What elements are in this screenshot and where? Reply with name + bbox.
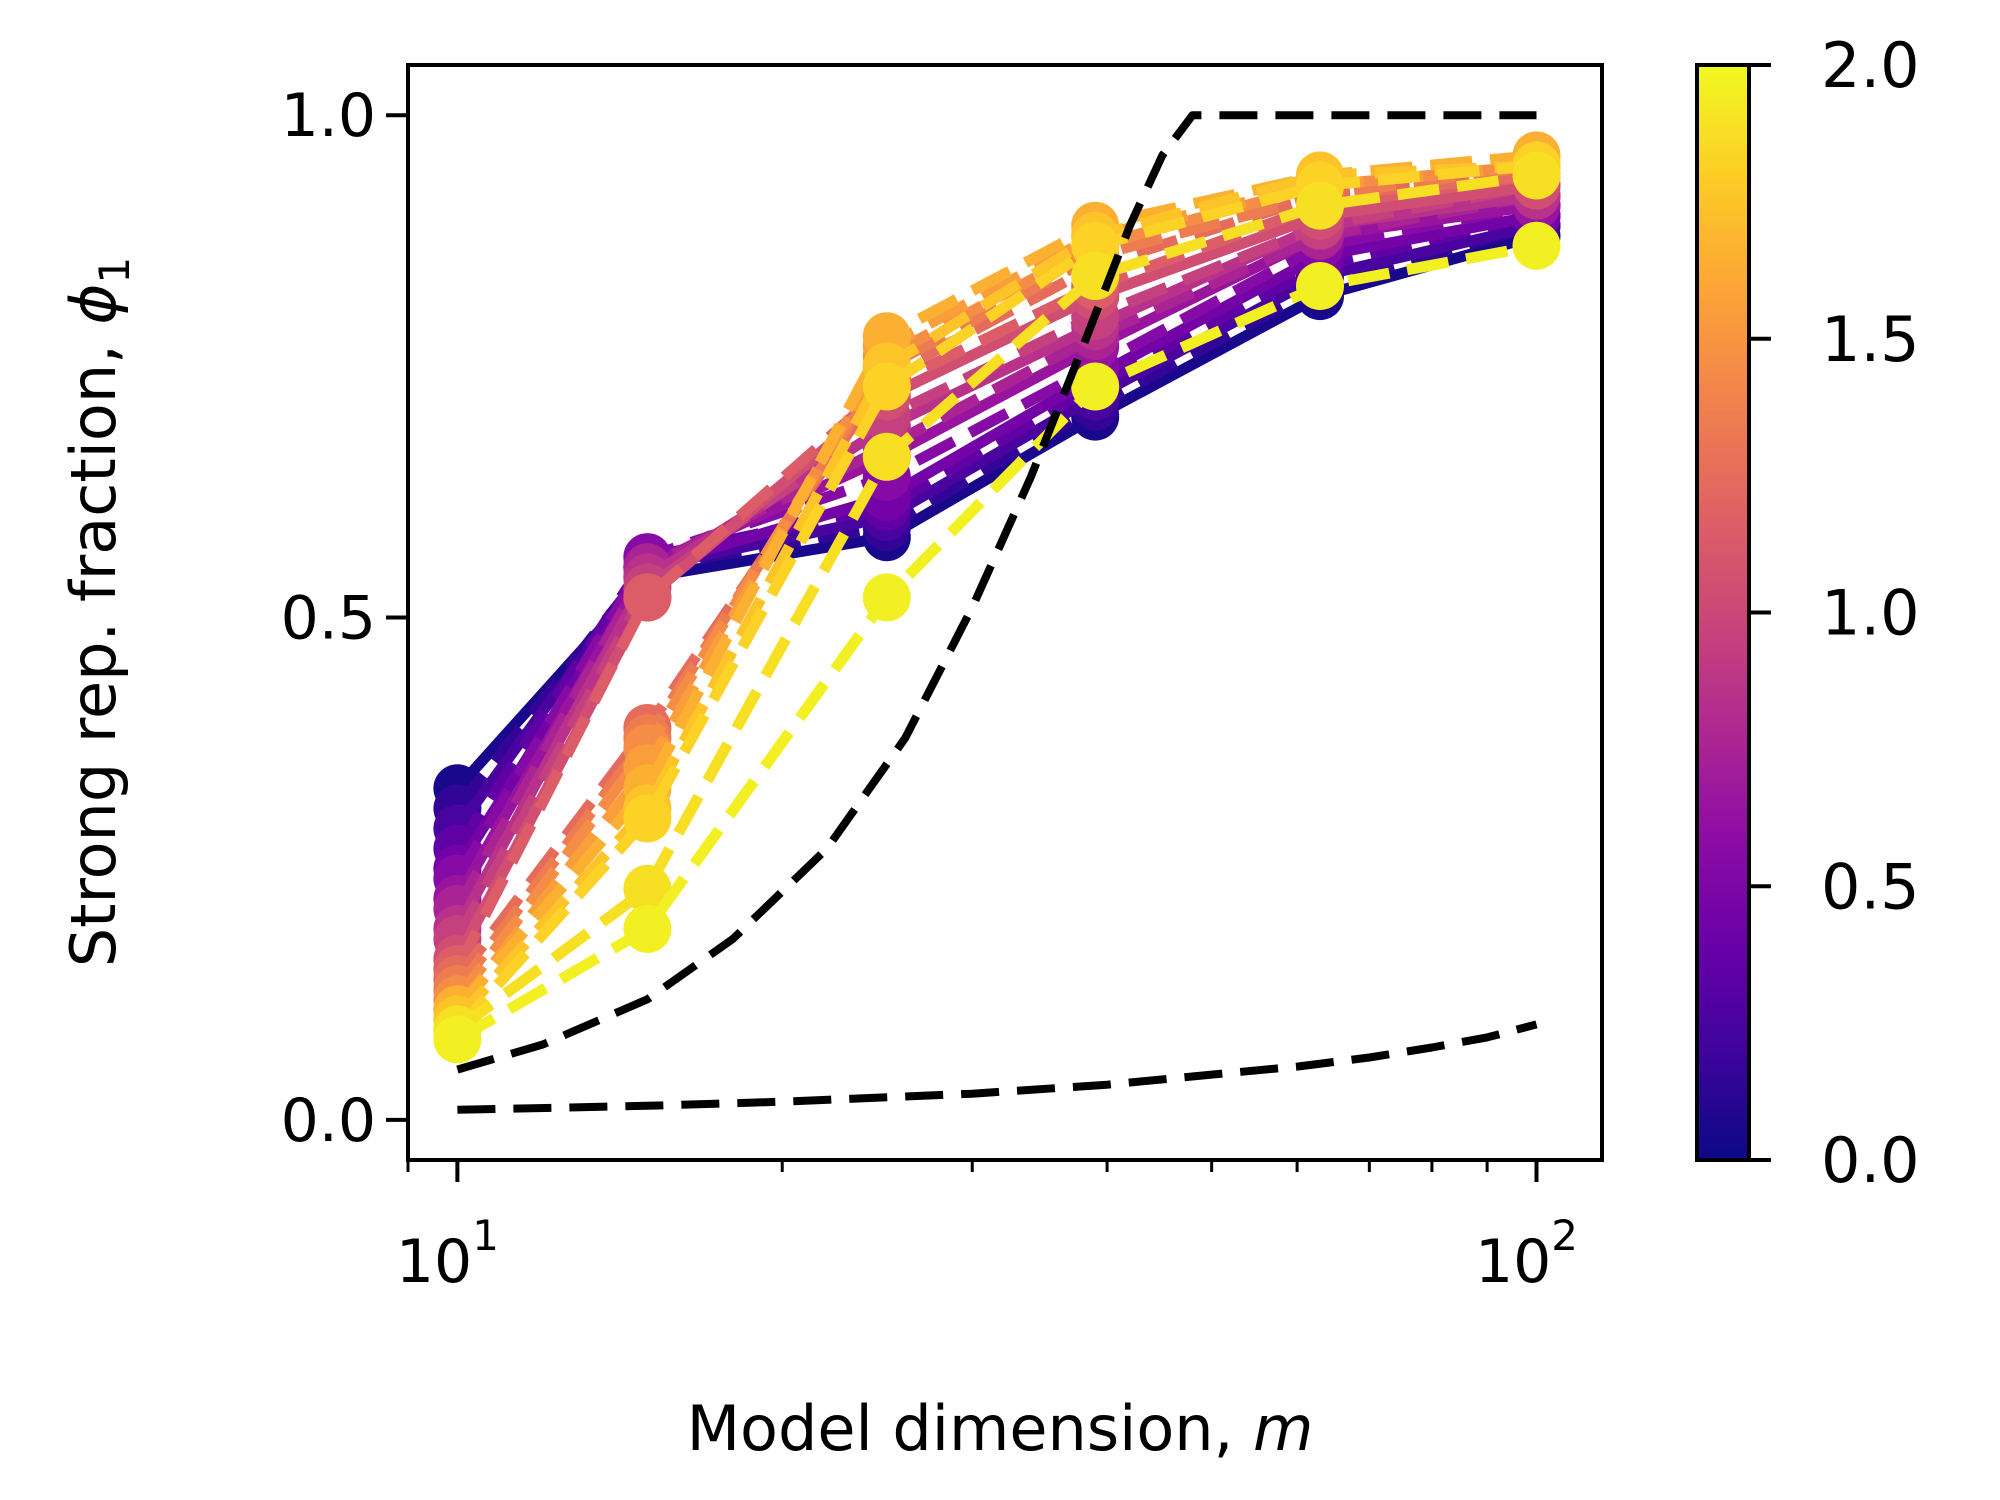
series-layer	[433, 131, 1561, 1064]
plot-frame	[406, 63, 1604, 1162]
reference-curve-1	[457, 1020, 1538, 1114]
x-axis-label-text: Model dimension,	[687, 1392, 1253, 1465]
data-point	[623, 573, 672, 622]
y-axis-label: Strong rep. fraction, ϕ1	[57, 257, 139, 967]
series-20	[433, 221, 1561, 1064]
colorbar-ticks: 0.0 0.5 1.0 1.5 2.0	[1749, 29, 1920, 1197]
colorbar-tick-label: 1.5	[1821, 303, 1920, 376]
series-line	[454, 170, 1538, 1034]
data-point	[1296, 181, 1344, 230]
y-axis-label-text: Strong rep. fraction,	[57, 324, 130, 967]
colorbar	[1695, 63, 1751, 1162]
x-axis-ticks: 101 102	[396, 1160, 1578, 1297]
data-point	[1296, 262, 1344, 310]
y-axis-ticks: 0.0 0.5 1.0	[281, 81, 408, 1156]
series-line	[452, 170, 1538, 972]
series-line	[452, 200, 1538, 882]
y-tick-label: 0.0	[281, 1086, 376, 1156]
x-axis-label: Model dimension, m	[687, 1392, 1314, 1465]
series-19	[433, 151, 1561, 1054]
colorbar-tick-label: 1.0	[1821, 577, 1920, 650]
series-line	[452, 190, 1538, 912]
data-point	[862, 432, 911, 481]
data-point	[1512, 221, 1561, 270]
y-axis-label-variable: ϕ	[57, 284, 130, 325]
y-axis-label-subscript: 1	[90, 257, 139, 284]
series-line	[453, 149, 1538, 1013]
data-point	[623, 794, 672, 843]
y-tick-label: 0.5	[281, 584, 376, 654]
y-tick-label: 1.0	[281, 81, 376, 151]
series-line	[452, 180, 1538, 962]
data-point	[862, 573, 911, 622]
x-tick-label: 102	[1475, 1211, 1578, 1297]
x-axis-label-variable: m	[1253, 1392, 1313, 1465]
series-line	[454, 240, 1538, 1045]
series-line	[453, 160, 1537, 1024]
data-point	[433, 1015, 482, 1064]
data-point	[862, 362, 911, 411]
colorbar-tick-label: 2.0	[1821, 29, 1920, 102]
reference-curve-0	[456, 111, 1537, 1074]
data-point	[1071, 362, 1120, 411]
colorbar-tick-label: 0.0	[1821, 1124, 1920, 1197]
series-line	[453, 160, 1538, 1034]
colorbar-tick-label: 0.5	[1821, 850, 1920, 923]
data-point	[1512, 151, 1561, 200]
data-point	[623, 864, 672, 913]
data-point	[623, 904, 672, 953]
reference-curves	[456, 111, 1538, 1114]
x-tick-label: 101	[396, 1211, 499, 1297]
